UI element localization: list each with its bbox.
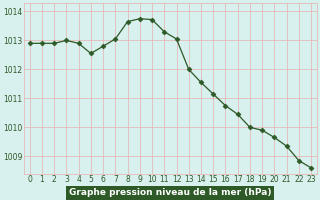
X-axis label: Graphe pression niveau de la mer (hPa): Graphe pression niveau de la mer (hPa) bbox=[69, 188, 272, 197]
